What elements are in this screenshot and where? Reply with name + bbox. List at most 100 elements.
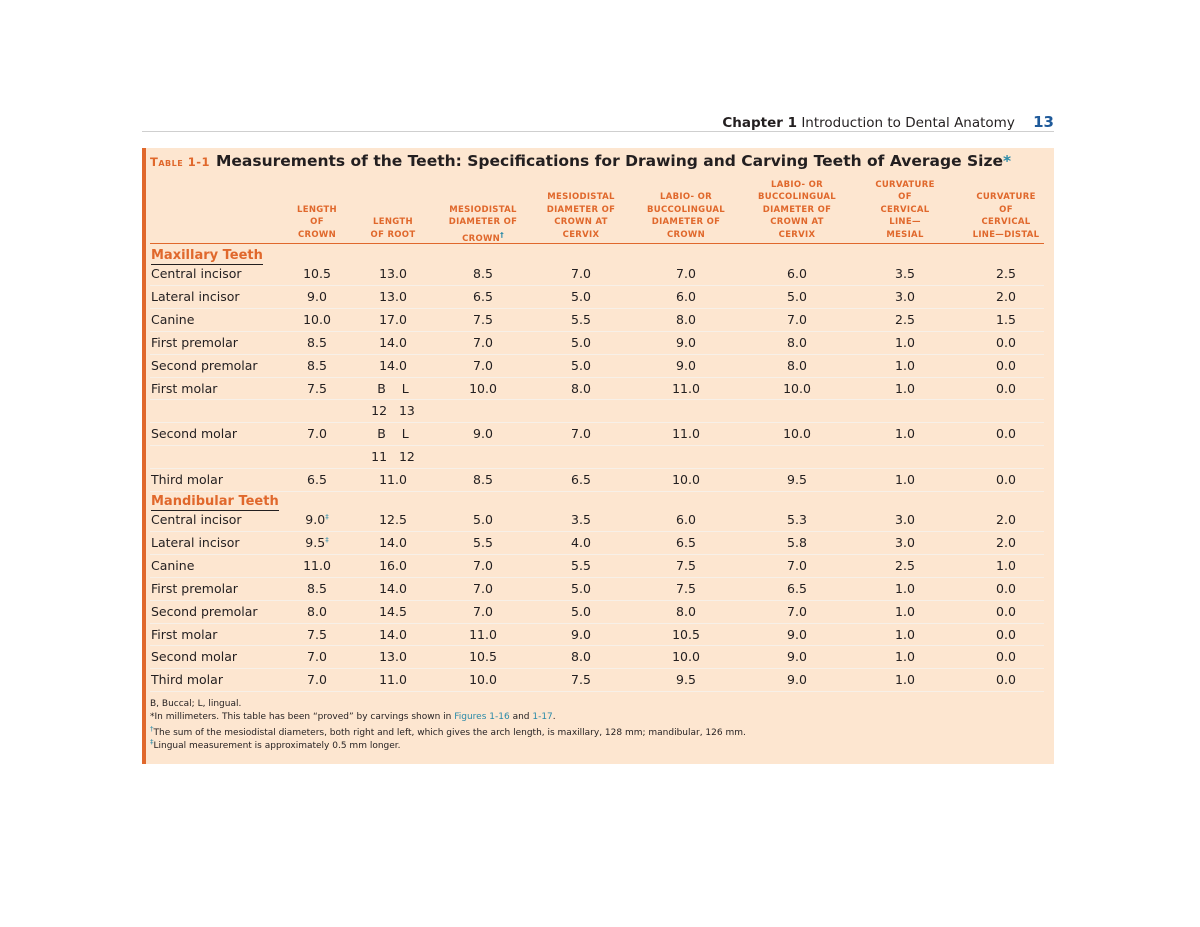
table-cell: 7.0 (453, 335, 513, 350)
table-cell: 0.0 (976, 335, 1036, 350)
table-cell: 10.0 (656, 649, 716, 664)
ddagger-mark: ‡ (325, 512, 329, 521)
table-cell: 5.0 (551, 358, 611, 373)
column-header-line: Curvature (976, 192, 1036, 202)
row-divider (150, 668, 1044, 670)
table-cell: 1.0 (875, 649, 935, 664)
ddagger-mark: ‡ (325, 535, 329, 544)
table-cell: 3.0 (875, 512, 935, 527)
cell-value: 7.5 (676, 580, 696, 596)
table-cell: 14.0 (363, 627, 423, 642)
cell-value: 7.5 (676, 557, 696, 573)
table-cell: 8.5 (287, 358, 347, 373)
table-cell: 10.0 (453, 672, 513, 687)
cell-value: 13.0 (379, 649, 407, 665)
cell-value: 10.0 (469, 380, 497, 396)
table-cell: 11.0 (287, 558, 347, 573)
cell-value: 11.0 (672, 426, 700, 442)
figure-link-1-17[interactable]: 1-17 (532, 712, 553, 722)
column-header-line: Mesiodistal (547, 192, 615, 202)
cell-value: 8.0 (676, 603, 696, 619)
table-cell: 1.0 (875, 627, 935, 642)
row-divider (150, 645, 1044, 647)
figure-link-1-16[interactable]: Figures 1-16 (454, 712, 510, 722)
cell-value: 2.5 (895, 311, 915, 327)
footnote-dagger-text: The sum of the mesiodistal diameters, bo… (153, 728, 746, 738)
column-header-line: Cervical (880, 204, 930, 215)
table-cell: 1.0 (875, 581, 935, 596)
cell-value: 7.5 (571, 672, 591, 688)
tooth-name: Second molar (151, 649, 238, 665)
cell-value: 10.5 (469, 649, 497, 665)
table-cell: 14.0 (363, 335, 423, 350)
cell-value: 10.0 (783, 426, 811, 442)
cell-value: 14.0 (379, 626, 407, 642)
table-cell: 6.0 (656, 289, 716, 304)
table-cell: 2.5 (875, 558, 935, 573)
table-cell: 8.0 (656, 312, 716, 327)
table-cell: 10.5 (656, 627, 716, 642)
cell-value: 1.0 (895, 672, 915, 688)
root-length-buccal-lingual: 12 13 (371, 403, 415, 419)
footnote-star-and: and (509, 712, 533, 722)
table-cell: 5.0 (551, 289, 611, 304)
column-header-line: Crown (298, 229, 336, 240)
column-header-line: Line— (889, 217, 921, 227)
table-cell: 8.0 (287, 604, 347, 619)
tooth-name: Lateral incisor (151, 288, 240, 304)
tooth-name: Canine (151, 557, 195, 573)
table-cell: 7.5 (287, 381, 347, 396)
tooth-name: Second premolar (151, 357, 258, 373)
table-cell: 9.0‡ (287, 512, 347, 527)
table-cell: 11.0 (363, 672, 423, 687)
footnote-star: *In millimeters. This table has been “pr… (150, 712, 556, 722)
cell-value: 7.0 (787, 603, 807, 619)
cell-value: 0.0 (996, 580, 1016, 596)
column-header: Curvature of Cervical Line— Mesial (860, 179, 950, 242)
title-footnote-mark: * (1003, 152, 1012, 170)
tooth-name: Central incisor (151, 266, 242, 281)
cell-value: 9.0 (305, 512, 326, 527)
table-cell: 7.0 (287, 426, 347, 441)
column-header-line: of Root (370, 229, 416, 240)
column-header-line: Diameter of (546, 204, 616, 215)
cell-value: 8.0 (307, 603, 327, 619)
table-cell: 10.0 (656, 472, 716, 487)
table-cell: 9.5 (767, 472, 827, 487)
table-cell: 1.0 (875, 335, 935, 350)
cell-value: 9.5 (787, 472, 807, 488)
table-cell: 8.5 (453, 266, 513, 281)
cell-value: 11.0 (672, 380, 700, 396)
row-divider (150, 599, 1044, 601)
cell-value: 3.5 (571, 512, 591, 527)
cell-value: 8.5 (307, 357, 327, 373)
table-cell: 14.0 (363, 358, 423, 373)
cell-value: 0.0 (996, 649, 1016, 665)
table-cell: 1.0 (875, 672, 935, 687)
table-cell: 10.5 (287, 266, 347, 281)
table-cell: 14.5 (363, 604, 423, 619)
cell-value: 9.0 (307, 288, 327, 304)
table-cell: 11.0 (453, 627, 513, 642)
cell-value: 10.5 (672, 626, 700, 642)
column-header-line: Line—Distal (972, 229, 1040, 240)
table-cell: 3.5 (875, 266, 935, 281)
column-header: Length of Root (358, 216, 428, 241)
cell-value: 1.0 (996, 557, 1016, 573)
table-cell: 1.0 (875, 381, 935, 396)
row-divider (150, 422, 1044, 424)
table-cell: 1.0 (976, 558, 1036, 573)
table-cell: 7.5 (551, 672, 611, 687)
column-header-line: Crown† (435, 229, 531, 245)
column-header-rule (150, 243, 1044, 244)
column-header-line: Diameter of (762, 204, 832, 215)
cell-value: 8.0 (571, 380, 591, 396)
cell-value: 11.0 (379, 672, 407, 688)
table-title-text: Measurements of the Teeth: Specification… (215, 152, 1003, 170)
cell-value: 8.0 (787, 334, 807, 350)
row-divider (150, 399, 1044, 401)
table-cell: 0.0 (976, 358, 1036, 373)
cell-value: 5.3 (787, 512, 807, 527)
cell-value: 9.0 (787, 626, 807, 642)
page-number: 13 (1033, 113, 1054, 131)
